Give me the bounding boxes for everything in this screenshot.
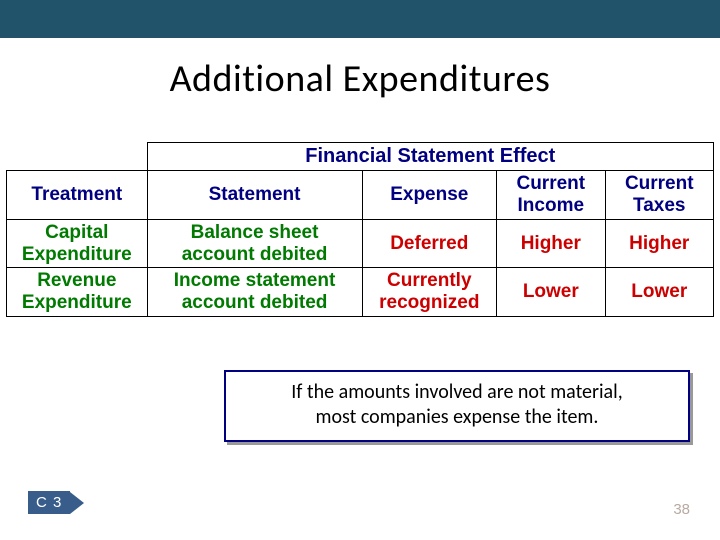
- cell-line: Higher: [501, 233, 600, 255]
- column-header: Expense: [362, 171, 497, 220]
- header-line: Current: [501, 173, 600, 195]
- taxes-cell: Higher: [605, 219, 713, 268]
- header-line: Taxes: [610, 195, 709, 217]
- table-header-row-2: Treatment Statement Expense Current Inco…: [7, 171, 714, 220]
- table-row: Capital Expenditure Balance sheet accoun…: [7, 219, 714, 268]
- taxes-cell: Lower: [605, 268, 713, 317]
- note-line: most companies expense the item.: [316, 405, 599, 429]
- header-line: Current: [610, 173, 709, 195]
- income-cell: Higher: [497, 219, 605, 268]
- merged-header-cell: Financial Statement Effect: [147, 143, 713, 171]
- cell-line: Deferred: [367, 233, 493, 255]
- cell-line: Balance sheet: [152, 222, 358, 244]
- table-header-row-1: Financial Statement Effect: [7, 143, 714, 171]
- note-box: If the amounts involved are not material…: [224, 370, 690, 442]
- treatment-cell: Revenue Expenditure: [7, 268, 148, 317]
- header-line: Income: [501, 195, 600, 217]
- expense-cell: Deferred: [362, 219, 497, 268]
- income-cell: Lower: [497, 268, 605, 317]
- column-header: Treatment: [7, 171, 148, 220]
- blank-corner-cell: [7, 143, 148, 171]
- cell-line: Capital: [11, 222, 143, 244]
- column-header: Current Income: [497, 171, 605, 220]
- column-header: Statement: [147, 171, 362, 220]
- financial-effect-table: Financial Statement Effect Treatment Sta…: [6, 142, 714, 317]
- cell-line: Lower: [501, 281, 600, 303]
- tag-label: C 3: [28, 491, 70, 514]
- page-title: Additional Expenditures: [0, 56, 720, 102]
- cell-line: account debited: [152, 292, 358, 314]
- cell-line: Revenue: [11, 270, 143, 292]
- note-line: If the amounts involved are not material…: [291, 380, 622, 404]
- page-number: 38: [673, 501, 690, 518]
- cell-line: Expenditure: [11, 244, 143, 266]
- slide-tag: C 3: [28, 491, 84, 514]
- table-row: Revenue Expenditure Income statement acc…: [7, 268, 714, 317]
- cell-line: recognized: [367, 292, 493, 314]
- cell-line: Expenditure: [11, 292, 143, 314]
- cell-line: Income statement: [152, 270, 358, 292]
- cell-line: account debited: [152, 244, 358, 266]
- header-bar: [0, 0, 720, 38]
- statement-cell: Balance sheet account debited: [147, 219, 362, 268]
- cell-line: Higher: [610, 233, 709, 255]
- note-text: If the amounts involved are not material…: [240, 380, 674, 430]
- column-header: Current Taxes: [605, 171, 713, 220]
- table-container: Financial Statement Effect Treatment Sta…: [0, 142, 720, 317]
- cell-line: Lower: [610, 281, 709, 303]
- treatment-cell: Capital Expenditure: [7, 219, 148, 268]
- cell-line: Currently: [367, 270, 493, 292]
- statement-cell: Income statement account debited: [147, 268, 362, 317]
- expense-cell: Currently recognized: [362, 268, 497, 317]
- arrow-right-icon: [70, 492, 84, 514]
